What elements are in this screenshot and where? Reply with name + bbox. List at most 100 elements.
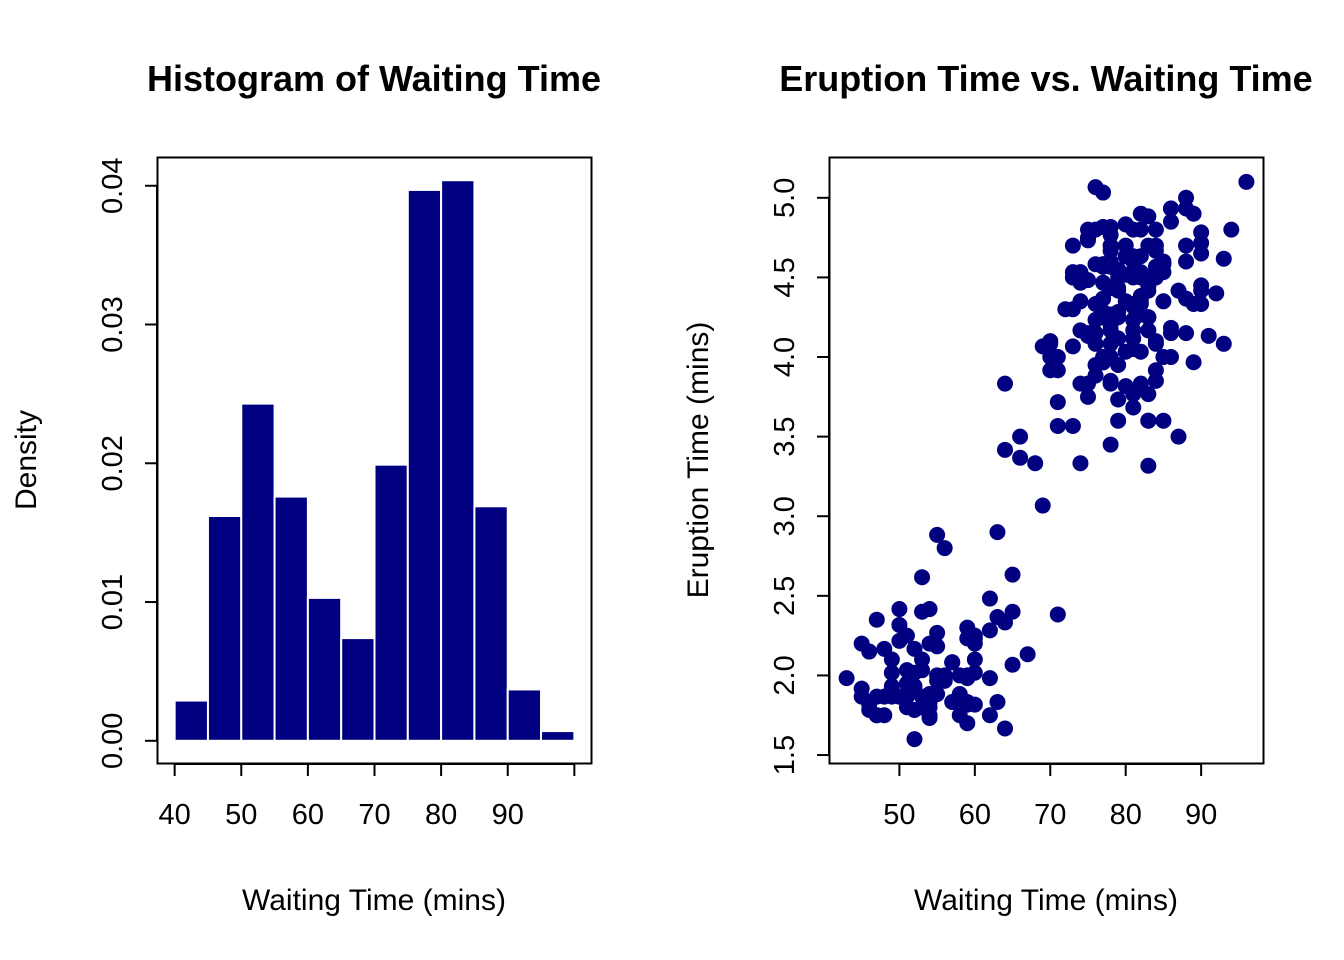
scatter-point [1132, 375, 1149, 392]
scatter-point [944, 654, 961, 671]
scatter-point [1140, 412, 1157, 429]
scatter-point [1147, 333, 1164, 350]
scatter-point [1215, 335, 1232, 352]
scatter-point [1012, 428, 1029, 445]
scatter-point [1064, 338, 1081, 355]
scatter-x-tick-label: 50 [883, 799, 915, 831]
histogram-bar [240, 402, 276, 742]
scatter-point [921, 707, 938, 724]
histogram-x-tick-label: 40 [159, 799, 191, 831]
scatter-point [1049, 417, 1066, 434]
scatter-point [1178, 189, 1195, 206]
scatter-point [1193, 282, 1210, 299]
scatter-point [1117, 237, 1134, 254]
scatter-point [1079, 375, 1096, 392]
scatter-point [1004, 656, 1021, 673]
scatter-point [1155, 293, 1172, 310]
scatter-point [966, 651, 983, 668]
scatter-point [1072, 455, 1089, 472]
scatter-point [1125, 221, 1142, 238]
scatter-point [997, 614, 1014, 631]
scatter-point [1125, 269, 1142, 286]
scatter-point [1185, 205, 1202, 222]
scatter-point [981, 622, 998, 639]
scatter-points [838, 173, 1255, 748]
scatter-point [1155, 349, 1172, 366]
scatter-point [989, 694, 1006, 711]
scatter-point [1200, 327, 1217, 344]
scatter-x-axis-label: Waiting Time (mins) [914, 884, 1178, 917]
scatter-point [951, 691, 968, 708]
scatter-point [1049, 606, 1066, 623]
scatter-x-tick-label: 80 [1110, 799, 1142, 831]
scatter-point [929, 526, 946, 543]
scatter-point [1072, 274, 1089, 291]
scatter-y-tick-label: 4.0 [769, 337, 801, 377]
scatter-title: Eruption Time vs. Waiting Time [779, 58, 1312, 99]
scatter-point [1095, 303, 1112, 320]
scatter-y-tick-label: 4.5 [769, 257, 801, 297]
scatter-point [1132, 205, 1149, 222]
scatter-point [1223, 221, 1240, 238]
scatter-point [966, 627, 983, 644]
scatter-y-tick-label: 1.5 [769, 735, 801, 775]
histogram-y-tick-label: 0.00 [97, 713, 129, 769]
scatter-point [906, 731, 923, 748]
scatter-point [1132, 290, 1149, 307]
scatter-point [1102, 226, 1119, 243]
histogram-bar [340, 637, 376, 742]
scatter-point [1049, 362, 1066, 379]
scatter-point [1208, 285, 1225, 302]
histogram-x-tick-label: 70 [358, 799, 390, 831]
scatter-point [921, 635, 938, 652]
scatter-point [1125, 399, 1142, 416]
histogram-x-tick-label: 50 [225, 799, 257, 831]
scatter-x-tick-label: 70 [1034, 799, 1066, 831]
scatter-point [997, 375, 1014, 392]
scatter-point [883, 664, 900, 681]
histogram-x-tick-label: 90 [492, 799, 524, 831]
histogram-bar [406, 188, 443, 742]
histogram-bars [173, 179, 576, 742]
histogram-bar [506, 688, 543, 742]
scatter-point [1079, 388, 1096, 405]
scatter-point [891, 688, 908, 705]
scatter-point [1140, 277, 1157, 294]
scatter-point [898, 662, 915, 679]
scatter-point [1110, 412, 1127, 429]
scatter-point [1178, 253, 1195, 270]
scatter-point [959, 715, 976, 732]
scatter-point [1102, 335, 1119, 352]
scatter-point [1162, 319, 1179, 336]
scatter-y-tick-label: 3.0 [769, 496, 801, 536]
scatter-point [1095, 290, 1112, 307]
scatter-point [921, 691, 938, 708]
scatter-point [1019, 646, 1036, 663]
scatter-point [1140, 309, 1157, 326]
scatter-point [1185, 354, 1202, 371]
scatter-point [1193, 245, 1210, 262]
scatter-point [1140, 457, 1157, 474]
scatter-point [1012, 449, 1029, 466]
scatter-point [1178, 237, 1195, 254]
scatter-point [914, 662, 931, 679]
scatter-point [1110, 303, 1127, 320]
scatter-point [1064, 237, 1081, 254]
scatter-point [981, 670, 998, 687]
histogram-bar [540, 730, 576, 742]
histogram-y-tick-label: 0.01 [97, 574, 129, 630]
histogram-bar [306, 596, 343, 742]
scatter-point [1170, 282, 1187, 299]
histogram-bar [206, 515, 243, 742]
histogram-bar [273, 495, 309, 742]
histogram-bar [440, 179, 476, 742]
scatter-point [1178, 325, 1195, 342]
scatter-panel: Eruption Time vs. Waiting Time Waiting T… [682, 58, 1313, 917]
scatter-y-tick-label: 2.0 [769, 655, 801, 695]
scatter-point [1004, 566, 1021, 583]
scatter-point [1057, 301, 1074, 318]
histogram-title: Histogram of Waiting Time [147, 58, 601, 99]
scatter-point [1125, 253, 1142, 270]
scatter-y-tick-label: 2.5 [769, 576, 801, 616]
